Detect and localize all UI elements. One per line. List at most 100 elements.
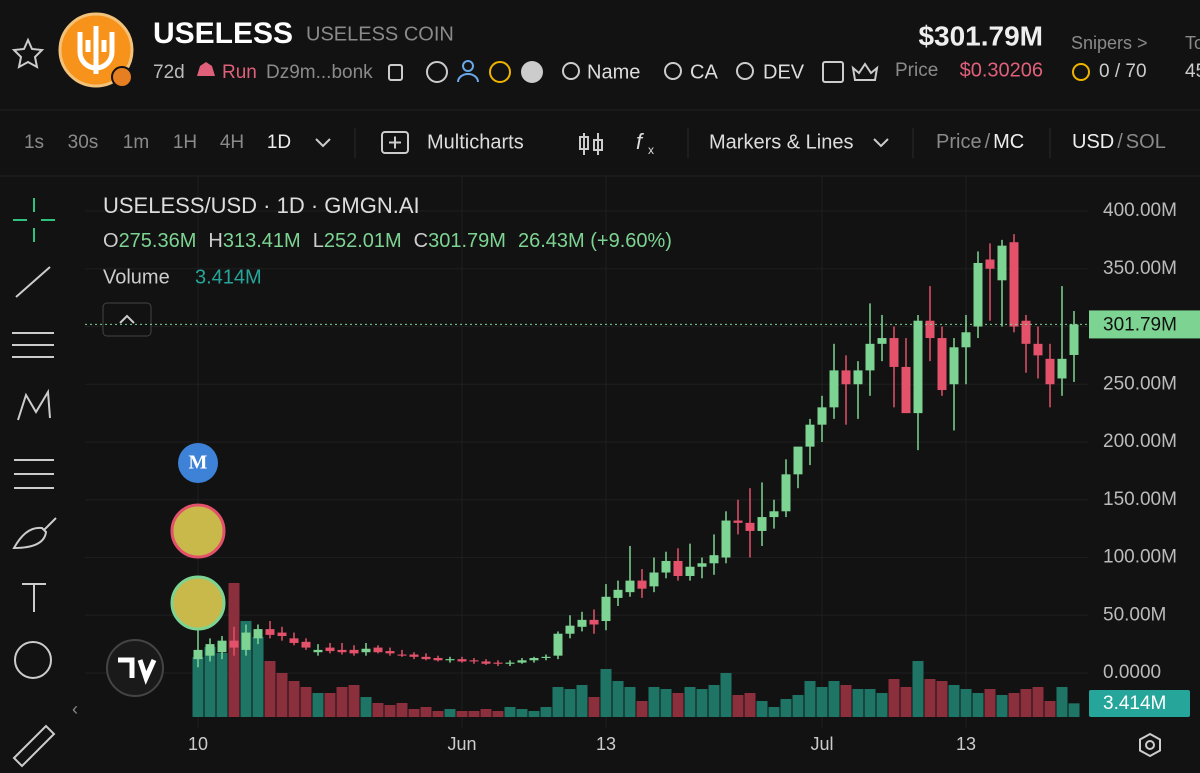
candle-body bbox=[313, 649, 323, 653]
market-cap: $301.79M bbox=[918, 20, 1043, 51]
volume-bar bbox=[480, 709, 492, 717]
trendline-tool[interactable] bbox=[15, 266, 51, 298]
token-age: 72d bbox=[153, 62, 185, 83]
candle-body bbox=[889, 338, 899, 367]
volume-bar bbox=[216, 653, 228, 717]
ohlc-legend: O275.36M H313.41M L252.01M C301.79M 26.43M (… bbox=[103, 230, 672, 252]
address[interactable]: Dz9m...bonk bbox=[266, 62, 373, 83]
volume-bar bbox=[372, 703, 384, 717]
x-tick-label: Jun bbox=[447, 734, 476, 754]
marker-badge-label: M bbox=[189, 452, 208, 474]
price-label: Price bbox=[895, 60, 938, 81]
multicharts[interactable]: Multicharts bbox=[427, 131, 524, 153]
snipers-label[interactable]: Snipers > bbox=[1071, 33, 1148, 53]
volume-bar bbox=[684, 687, 696, 717]
settings-icon[interactable] bbox=[1139, 732, 1161, 758]
price: $0.30206 bbox=[960, 59, 1043, 81]
volume-bar bbox=[348, 685, 360, 717]
crown-icon[interactable] bbox=[851, 62, 879, 81]
favorite-star[interactable] bbox=[11, 37, 45, 69]
warning-icon[interactable] bbox=[489, 61, 511, 83]
volume-bar bbox=[312, 693, 324, 717]
candle-body bbox=[793, 446, 803, 475]
trader-avatar[interactable] bbox=[170, 575, 226, 631]
price-option[interactable]: Price bbox=[936, 131, 982, 153]
candle-body bbox=[673, 560, 683, 576]
interval[interactable]: 1H bbox=[173, 132, 197, 153]
candle-body bbox=[409, 654, 419, 657]
currency-toggle[interactable]: USD / SOL bbox=[1072, 131, 1166, 153]
markers-lines[interactable]: Markers & Lines bbox=[709, 131, 854, 153]
volume-bar bbox=[432, 711, 444, 717]
projection-tool[interactable] bbox=[14, 459, 54, 489]
interval[interactable]: 1D bbox=[267, 132, 291, 153]
candle-body bbox=[961, 332, 971, 348]
fib-tool[interactable] bbox=[12, 332, 54, 358]
volume-bar bbox=[744, 693, 756, 717]
holders-icon[interactable] bbox=[462, 60, 474, 72]
markers-dropdown[interactable] bbox=[873, 138, 889, 148]
indicators-icon[interactable] bbox=[579, 133, 603, 155]
price-mc-toggle[interactable]: Price / MC bbox=[936, 131, 1024, 153]
volume-bar bbox=[804, 681, 816, 717]
volume-bar bbox=[204, 647, 216, 717]
interval[interactable]: 4H bbox=[220, 132, 244, 153]
mc-option[interactable]: MC bbox=[993, 131, 1024, 153]
copy-icon[interactable] bbox=[388, 64, 403, 81]
crosshair-tool[interactable] bbox=[13, 198, 55, 242]
volume-bar bbox=[636, 701, 648, 717]
formula-icon[interactable]: f bbox=[636, 129, 645, 154]
candle-body bbox=[817, 407, 827, 425]
volume-bar bbox=[564, 689, 576, 717]
volume-bar bbox=[252, 637, 264, 717]
interval-dropdown[interactable] bbox=[315, 138, 331, 148]
candle-body bbox=[973, 262, 983, 327]
text-tool[interactable] bbox=[22, 583, 46, 612]
volume-bar bbox=[504, 707, 516, 717]
collapse-tools[interactable]: ‹ bbox=[72, 699, 78, 719]
token-subtitle: USELESS COIN bbox=[306, 23, 454, 45]
candle-body bbox=[397, 654, 407, 656]
website-icon[interactable] bbox=[426, 61, 448, 83]
search-name-icon bbox=[562, 62, 580, 80]
volume-name: Volume bbox=[103, 266, 170, 288]
link[interactable]: DEV bbox=[763, 61, 805, 83]
sol-option[interactable]: SOL bbox=[1126, 131, 1166, 153]
candle-body bbox=[217, 640, 227, 653]
candle-body bbox=[1021, 320, 1031, 344]
link[interactable]: Name bbox=[587, 61, 640, 83]
tradingview-logo[interactable] bbox=[106, 639, 164, 697]
x-tick-label: 13 bbox=[596, 734, 616, 754]
x-tick-label: 10 bbox=[188, 734, 208, 754]
candle-body bbox=[469, 660, 479, 662]
volume-bar bbox=[552, 687, 564, 717]
candle-body bbox=[1009, 242, 1019, 327]
menu-icon[interactable] bbox=[521, 61, 543, 83]
volume-bar bbox=[840, 685, 852, 717]
candle-body bbox=[373, 647, 383, 653]
share-icon[interactable] bbox=[822, 61, 844, 83]
collapse-legend[interactable] bbox=[102, 302, 152, 337]
ruler-tool[interactable] bbox=[12, 724, 56, 768]
interval[interactable]: 30s bbox=[68, 132, 99, 153]
volume-bar bbox=[984, 689, 996, 717]
volume-bar bbox=[756, 701, 768, 717]
pattern-tool[interactable] bbox=[17, 388, 51, 421]
emoji-tool[interactable] bbox=[14, 641, 52, 679]
volume-bar bbox=[264, 661, 276, 717]
candle-body bbox=[421, 656, 431, 660]
link[interactable]: CA bbox=[690, 61, 718, 83]
usd-option[interactable]: USD bbox=[1072, 131, 1114, 153]
y-tick-label: 350.00M bbox=[1103, 258, 1177, 279]
volume-bar bbox=[852, 689, 864, 717]
volume-bar bbox=[696, 689, 708, 717]
slash: / bbox=[1117, 131, 1123, 153]
trader-avatar[interactable] bbox=[170, 503, 226, 559]
candle-body bbox=[505, 662, 515, 664]
interval[interactable]: 1m bbox=[123, 132, 149, 153]
brush-tool[interactable] bbox=[12, 517, 57, 550]
interval[interactable]: 1s bbox=[24, 132, 44, 153]
candle-body bbox=[925, 320, 935, 339]
run-label[interactable]: Run bbox=[222, 62, 257, 83]
marker-badge[interactable] bbox=[178, 443, 218, 483]
